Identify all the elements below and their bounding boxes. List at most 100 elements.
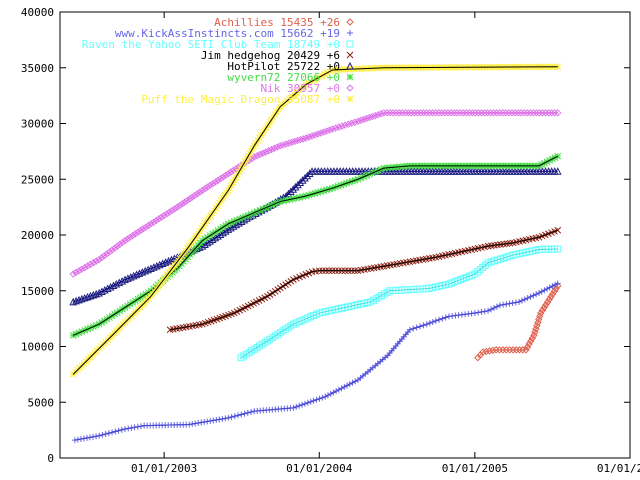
data-point: [103, 284, 112, 293]
series-line: [170, 229, 558, 331]
data-point: [126, 273, 135, 281]
data-point: [296, 178, 305, 186]
data-point: [129, 271, 138, 280]
data-point: [298, 176, 307, 184]
data-point: [479, 348, 487, 356]
y-tick-label: 0: [47, 452, 54, 465]
data-point: [386, 109, 394, 117]
data-point: [465, 109, 473, 117]
data-point: [164, 256, 173, 265]
data-point: [532, 109, 541, 117]
data-point: [482, 347, 490, 356]
data-point: [542, 301, 550, 309]
data-point: [496, 109, 504, 117]
data-point: [486, 109, 495, 117]
data-point: [109, 281, 118, 290]
data-point: [474, 109, 483, 117]
y-tick-label: 25000: [21, 173, 54, 186]
data-point: [389, 109, 397, 117]
data-point: [153, 261, 161, 270]
data-point: [221, 226, 230, 235]
legend-entry: wyvern72 27066 +0: [227, 71, 340, 84]
data-point: [395, 109, 403, 117]
data-point: [512, 346, 521, 354]
data-point: [138, 268, 147, 276]
data-point: [392, 109, 400, 117]
series-line: [240, 248, 558, 359]
data-point: [155, 260, 164, 269]
data-point: [121, 275, 129, 284]
data-point: [540, 303, 548, 312]
series-6: [69, 109, 562, 278]
data-point: [543, 298, 552, 306]
series-layer: [69, 63, 562, 444]
data-point: [115, 278, 124, 287]
data-point: [112, 279, 121, 288]
data-point: [305, 169, 314, 177]
data-point: [229, 222, 238, 230]
data-point: [438, 109, 446, 117]
data-point: [523, 343, 532, 351]
data-point: [459, 109, 467, 117]
data-point: [526, 109, 534, 117]
data-point: [98, 287, 106, 295]
data-point: [407, 109, 416, 117]
data-point: [141, 266, 150, 275]
x-tick-label: 01/01/2004: [286, 462, 353, 475]
data-point: [347, 30, 353, 36]
data-point: [346, 84, 354, 92]
series-line: [74, 282, 558, 441]
data-point: [511, 109, 519, 117]
data-point: [547, 293, 555, 301]
data-point: [346, 73, 354, 81]
data-point: [232, 220, 241, 229]
data-point: [224, 225, 233, 233]
data-point: [158, 259, 167, 267]
data-point: [545, 295, 553, 304]
data-point: [477, 109, 486, 117]
y-tick-label: 5000: [28, 396, 55, 409]
data-point: [416, 109, 425, 117]
data-point: [425, 109, 434, 117]
data-point: [404, 109, 412, 117]
series-line: [72, 155, 558, 336]
x-tick-label: 01/01/2003: [131, 462, 197, 475]
data-point: [541, 109, 550, 117]
data-point: [544, 109, 553, 117]
data-point: [101, 285, 109, 294]
data-point: [135, 269, 144, 277]
data-point: [235, 218, 243, 227]
series-line: [477, 285, 559, 358]
data-point: [346, 95, 354, 103]
data-point: [227, 223, 235, 232]
data-point: [147, 264, 155, 272]
y-tick-label: 30000: [21, 118, 54, 131]
y-tick-label: 40000: [21, 6, 54, 19]
data-point: [419, 109, 428, 117]
data-point: [291, 182, 300, 191]
data-point: [508, 109, 516, 117]
data-point: [303, 171, 312, 180]
data-point: [485, 347, 494, 355]
data-point: [284, 189, 293, 198]
data-point: [289, 185, 298, 193]
data-point: [346, 51, 354, 59]
data-point: [161, 258, 170, 266]
data-point: [447, 109, 455, 117]
data-point: [444, 109, 452, 117]
data-point: [550, 287, 559, 296]
data-point: [547, 109, 556, 117]
data-point: [441, 109, 449, 117]
data-point: [528, 334, 537, 342]
y-tick-label: 15000: [21, 285, 54, 298]
data-point: [450, 109, 458, 117]
series-2: [237, 245, 562, 362]
data-point: [413, 109, 422, 117]
data-point: [471, 109, 480, 117]
data-point: [489, 109, 498, 117]
series-line: [72, 112, 558, 275]
data-point: [346, 61, 354, 70]
data-point: [398, 109, 406, 117]
data-point: [301, 173, 309, 182]
data-point: [505, 109, 513, 117]
